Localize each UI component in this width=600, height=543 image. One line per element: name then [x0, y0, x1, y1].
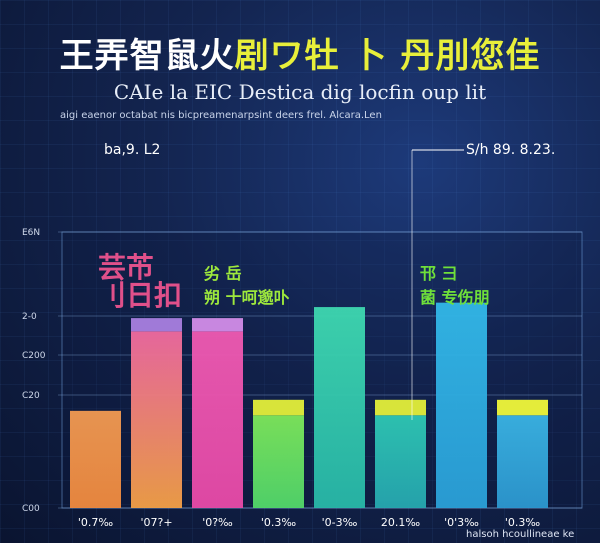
bar-cap	[131, 318, 182, 332]
bar	[70, 410, 121, 508]
value-badge-left: ba,9. L2	[104, 142, 161, 158]
callout-left-large: 芸芇 刂日扣	[98, 254, 182, 310]
bar	[497, 415, 548, 508]
page-title: 王弄智鼠火剧ワ牡 卜 丹刖您佳	[0, 28, 600, 77]
y-tick-label: 2-0	[22, 312, 37, 322]
footnote: halsoh hcoullineae ke	[466, 529, 575, 540]
bar-cap	[497, 399, 548, 416]
callout-right-small-line1: 邗 彐	[420, 264, 458, 283]
bar	[375, 415, 426, 508]
y-tick-label: C20	[22, 391, 40, 401]
bar	[314, 307, 365, 508]
callout-left-small: 劣 岳朔 十呵邈卟	[204, 262, 290, 310]
x-tick-label: '07?+	[140, 516, 172, 529]
bar-cap	[253, 399, 304, 416]
bar	[131, 331, 182, 508]
y-tick-label: C00	[22, 504, 40, 514]
y-tick-label: E6N	[22, 228, 40, 238]
bar-cap	[192, 318, 243, 332]
subtitle: CAIе la EIC Destica dig locfin oup lit	[113, 80, 487, 104]
title-part-1: 王弄智鼠火	[59, 36, 235, 76]
callout-right-small-line2: 菌 专伤朋	[420, 288, 490, 307]
callout-left-small-line2: 朔 十呵邈卟	[204, 288, 290, 307]
caption: aigi eaenor octabat nis bicpreamenarpsin…	[60, 110, 382, 121]
value-badge-right: S/h 89. 8.23.	[466, 142, 556, 158]
y-tick-label: C200	[22, 351, 46, 361]
x-tick-label: '0.3‰	[261, 516, 297, 529]
title-part-2: 剧ワ牡 卜 丹刖您佳	[234, 36, 541, 76]
bar	[253, 415, 304, 508]
x-tick-label: 20.1‰	[381, 516, 420, 529]
x-tick-label: '0-3‰	[322, 516, 358, 529]
callout-left-small-line1: 劣 岳	[204, 264, 242, 283]
bar-cap	[375, 399, 426, 416]
callout-right-small: 邗 彐菌 专伤朋	[420, 262, 490, 310]
bar	[436, 302, 487, 508]
x-tick-label: '0?‰	[202, 516, 233, 529]
callout-left-large-line1: 芸芇	[98, 251, 155, 284]
x-tick-label: '0'3‰	[444, 516, 479, 529]
x-tick-label: '0.7‰	[78, 516, 114, 529]
callout-left-large-line2: 刂日扣	[98, 279, 183, 312]
bar	[192, 331, 243, 508]
x-tick-label: '0.3‰	[505, 516, 541, 529]
